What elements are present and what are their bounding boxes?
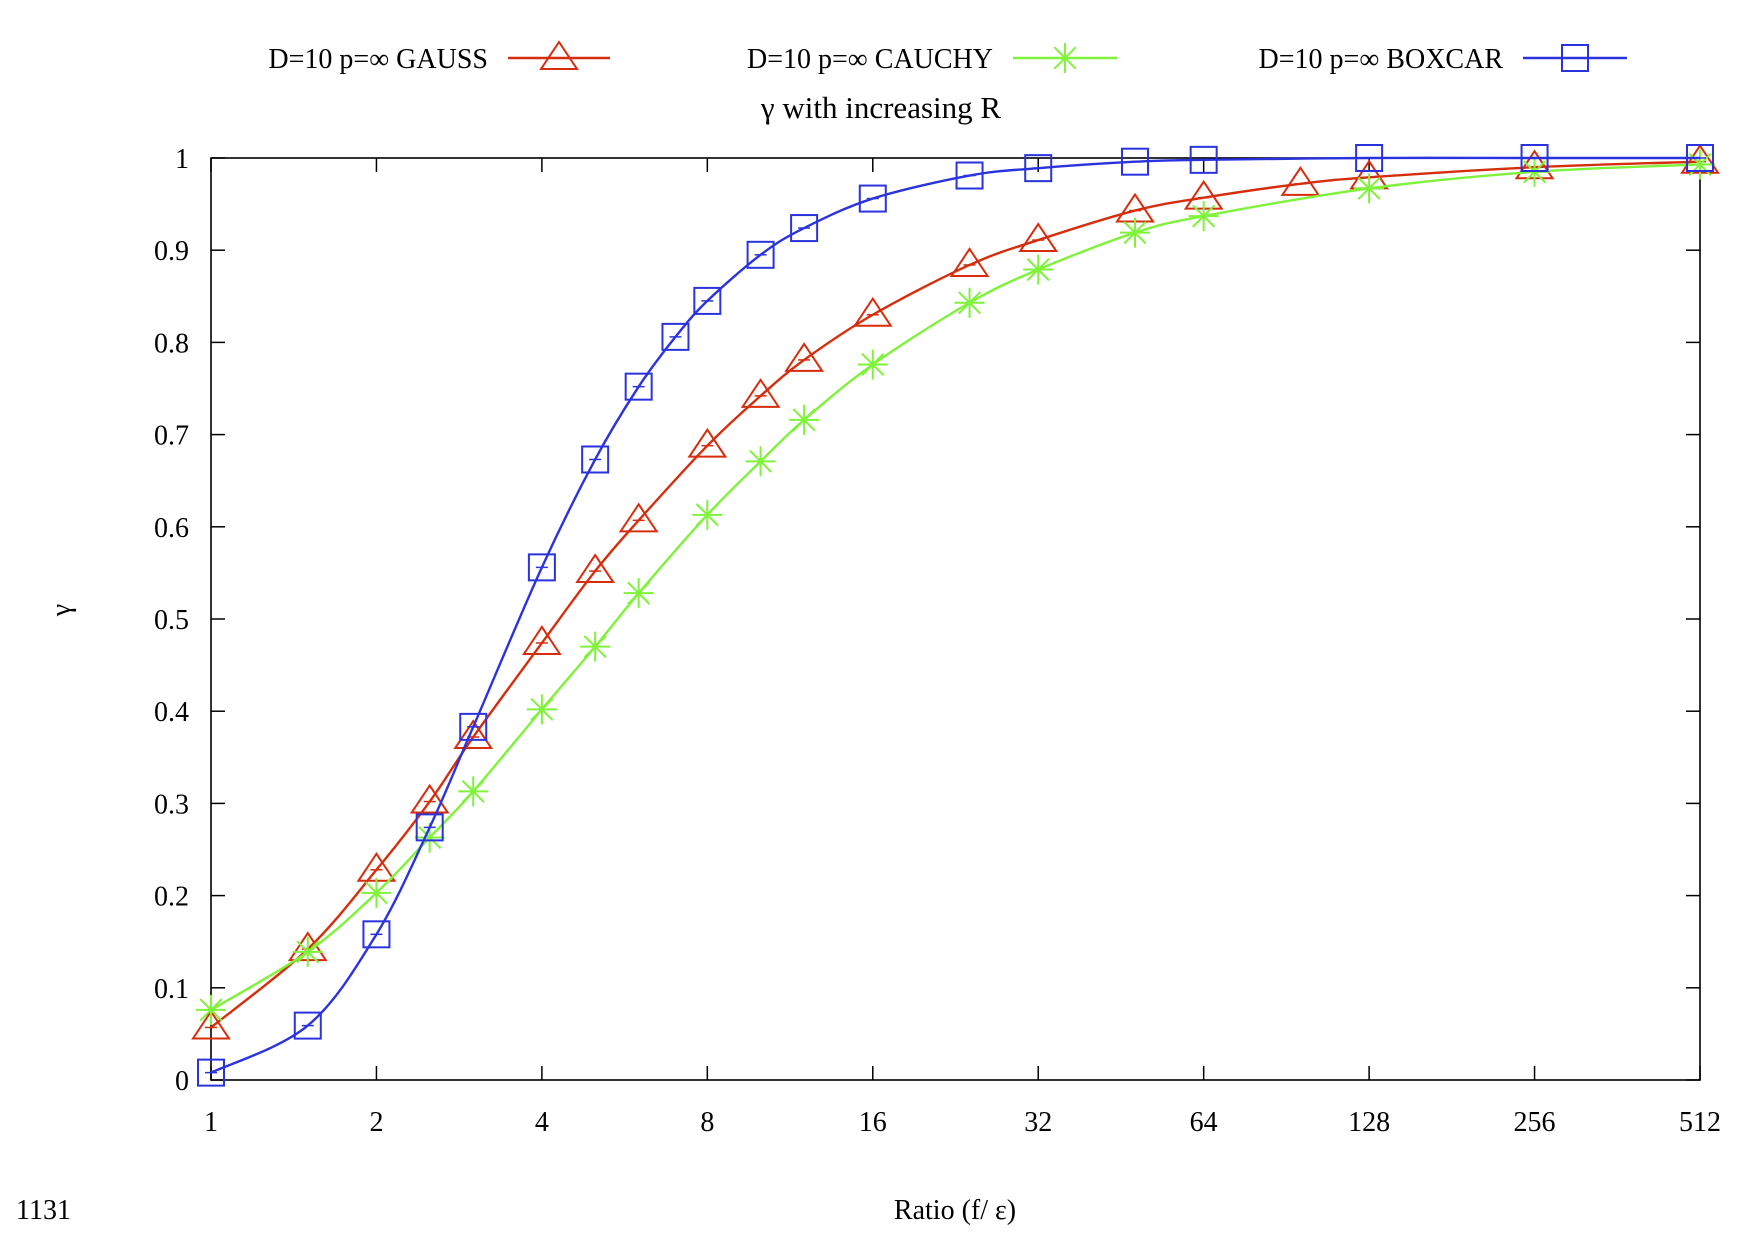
y-tick-label: 0 (175, 1066, 189, 1097)
data-point-star (745, 446, 776, 477)
legend: D=10 p=∞ GAUSS D=10 p=∞ CAUCHY D=10 p=∞ BO… (268, 40, 1627, 75)
data-point-square (415, 813, 444, 842)
data-point-triangle (191, 1009, 231, 1040)
data-point-square (527, 553, 556, 582)
y-tick-label: 0.2 (154, 882, 189, 913)
data-point-square (1686, 144, 1714, 172)
data-point-triangle (1018, 222, 1059, 253)
x-tick-label: 128 (1348, 1107, 1390, 1138)
y-axis-label: γ (46, 604, 77, 617)
data-point-square (1561, 44, 1589, 72)
data-point-star (789, 404, 820, 435)
series-square (197, 144, 1714, 1087)
data-point-star (580, 631, 611, 662)
data-point-star (1050, 43, 1080, 73)
data-point-square (1024, 154, 1053, 183)
legend-label: D=10 p=∞ CAUCHY (747, 44, 993, 75)
x-tick-label: 4 (535, 1107, 549, 1138)
y-tick-label: 0.1 (154, 974, 189, 1005)
data-point-triangle (784, 342, 824, 372)
data-point-square (362, 920, 391, 949)
x-axis-label: Ratio (f/ ε) (894, 1195, 1016, 1226)
series-line (210, 156, 1700, 1074)
data-point-star (292, 936, 323, 967)
data-point-square (858, 184, 887, 213)
plot-border (210, 157, 1701, 1081)
series-star (196, 149, 1715, 1025)
y-axis-ticks: 0 0.1 0.2 0.3 0.4 0.5 0.6 0.7 0.8 0.9 1 (154, 144, 1700, 1097)
data-point-square (197, 1058, 225, 1087)
x-axis-ticks: 1 2 4 8 16 32 64 128 256 512 (204, 158, 1721, 1138)
data-point-star (954, 287, 985, 318)
legend-label: D=10 p=∞ BOXCAR (1259, 44, 1504, 75)
data-point-square (1121, 147, 1150, 176)
data-point-star (1354, 173, 1385, 204)
data-point-square (661, 322, 690, 351)
data-point-square (1355, 144, 1384, 172)
data-point-triangle (409, 783, 450, 814)
y-tick-label: 0.9 (154, 236, 189, 267)
x-tick-label: 256 (1514, 1107, 1556, 1138)
data-point-star (458, 776, 489, 807)
x-tick-label: 64 (1190, 1107, 1218, 1138)
data-point-square (624, 372, 653, 401)
data-point-square (693, 286, 722, 315)
y-tick-label: 0.5 (154, 605, 189, 636)
data-point-triangle (618, 502, 659, 533)
data-point-triangle (740, 378, 781, 408)
data-point-triangle (687, 427, 728, 458)
data-point-square (746, 240, 775, 269)
data-point-square (581, 445, 610, 474)
data-point-triangle (575, 553, 616, 584)
data-point-star (526, 694, 557, 725)
data-point-star (196, 994, 226, 1025)
data-point-triangle (1280, 166, 1321, 196)
series-triangle (191, 143, 1720, 1040)
data-point-square (1189, 145, 1218, 174)
x-tick-label: 512 (1679, 1107, 1721, 1138)
data-point-square (459, 712, 488, 741)
data-point-square (293, 1011, 322, 1040)
data-point-square (1520, 144, 1549, 172)
data-point-triangle (852, 296, 893, 327)
page-number: 1131 (16, 1195, 71, 1226)
x-tick-label: 1 (204, 1107, 218, 1138)
y-tick-label: 0.4 (154, 697, 189, 728)
series-line (210, 163, 1701, 1011)
y-tick-label: 0.8 (154, 328, 189, 359)
x-tick-label: 2 (369, 1107, 383, 1138)
chart-title: γ with increasing R (760, 90, 1001, 125)
data-point-triangle (356, 851, 397, 882)
x-tick-label: 8 (700, 1107, 714, 1138)
y-tick-label: 0.6 (154, 513, 189, 544)
series-line (210, 160, 1701, 1029)
legend-label: D=10 p=∞ GAUSS (268, 44, 488, 75)
data-point-triangle (949, 247, 990, 277)
data-point-star (623, 578, 654, 609)
data-point-triangle (522, 625, 562, 655)
data-point-star (1685, 149, 1715, 180)
data-point-star (361, 877, 392, 908)
data-point-star (857, 349, 888, 380)
x-tick-label: 16 (859, 1107, 887, 1138)
data-point-star (692, 499, 723, 530)
data-point-triangle (453, 719, 494, 750)
y-tick-label: 0.7 (154, 421, 189, 452)
data-point-star (1023, 254, 1054, 285)
data-point-triangle (539, 40, 579, 70)
y-tick-label: 1 (175, 144, 189, 175)
data-point-square (955, 161, 984, 190)
y-tick-label: 0.3 (154, 789, 189, 820)
x-tick-label: 32 (1024, 1107, 1052, 1138)
data-point-star (1120, 217, 1151, 248)
data-point-star (1188, 201, 1219, 232)
plot-frame (210, 157, 1701, 1081)
data-point-square (790, 214, 819, 243)
series-layer (191, 143, 1720, 1087)
